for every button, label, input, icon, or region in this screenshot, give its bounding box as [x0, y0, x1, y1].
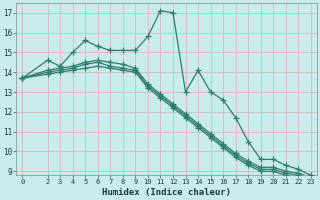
X-axis label: Humidex (Indice chaleur): Humidex (Indice chaleur)	[102, 188, 231, 197]
